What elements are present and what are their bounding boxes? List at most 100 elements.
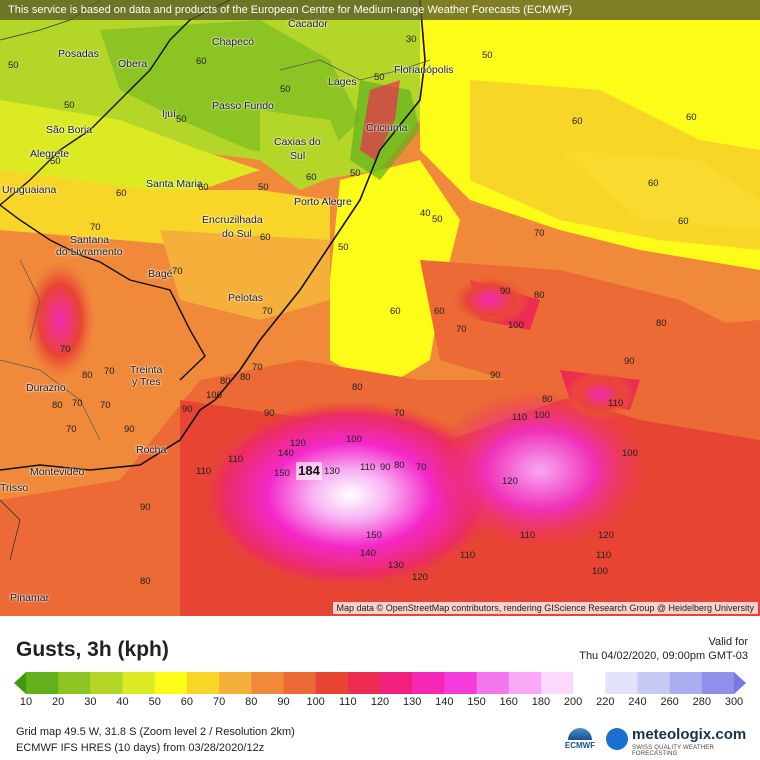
model-info: ECMWF IFS HRES (10 days) from 03/28/2020… [16,742,265,754]
city-label[interactable]: Chapecó [212,36,255,48]
scale-tick-label: 30 [84,696,97,708]
isoline-value: 110 [520,530,536,541]
isoline-value: 60 [686,112,697,123]
isoline-value: 100 [592,566,608,577]
city-label[interactable]: y Tres [132,376,161,388]
scale-tick-label: 110 [339,696,357,708]
city-label[interactable]: Trisso [0,482,29,494]
isoline-value: 100 [534,410,550,421]
scale-tick-label: 50 [148,696,161,708]
city-label[interactable]: do Sul [222,228,252,240]
city-label[interactable]: Ijuí [162,108,177,120]
scale-tick-label: 20 [52,696,65,708]
ecmwf-logo[interactable]: ECMWF [562,728,598,750]
city-label[interactable]: Santa Maria [146,178,203,190]
isoline-value: 100 [346,434,362,445]
isoline-value: 50 [350,168,361,179]
city-label[interactable]: Encruzilhada [202,214,263,226]
isoline-value: 40 [420,208,431,219]
scale-arrow-low [14,672,26,694]
isoline-value: 50 [338,242,349,253]
isoline-value: 90 [124,424,135,435]
scale-tick-label: 120 [370,696,390,708]
isoline-value: 50 [8,60,19,71]
scale-tick-label: 90 [277,696,290,708]
city-label[interactable]: Obera [118,58,148,70]
city-label[interactable]: São Borja [46,124,93,136]
isoline-value: 80 [394,460,405,471]
max-gust-marker[interactable]: 184 [296,462,322,480]
city-label[interactable]: Pinamar [10,592,50,604]
isoline-value: 50 [280,84,291,95]
isoline-value: 70 [60,344,71,355]
isoline-value: 50 [64,100,75,111]
city-label[interactable]: Bagé [148,268,173,280]
city-label[interactable]: Sul [290,150,306,162]
isoline-value: 70 [456,324,467,335]
isoline-value: 60 [434,306,445,317]
scale-tick-label: 260 [660,696,679,708]
isoline-value: 100 [508,320,524,331]
isoline-value: 140 [360,548,376,559]
city-label[interactable]: Lages [328,76,357,88]
city-label[interactable]: Cacador [288,18,328,30]
isoline-value: 50 [374,72,385,83]
scale-swatch [251,672,284,694]
color-scale-bar [14,672,746,694]
meteologix-name: meteologix.com [632,726,747,743]
city-label[interactable]: Alegrete [30,148,70,160]
scale-tick-label: 80 [245,696,258,708]
isoline-value: 110 [596,550,612,561]
city-label[interactable]: Santana [70,234,110,246]
meteologix-logo[interactable]: meteologix.com SWISS QUALITY WEATHER FOR… [606,726,752,757]
isoline-value: 70 [252,362,263,373]
isoline-value: 110 [228,454,244,465]
map-attribution[interactable]: Map data © OpenStreetMap contributors, r… [332,602,758,614]
scale-tick-label: 300 [724,696,744,708]
city-label[interactable]: do Livramento [56,246,123,258]
scale-swatch [122,672,156,694]
isoline-value: 80 [82,370,93,381]
city-label[interactable]: Rocha [136,444,167,456]
isoline-value: 90 [182,404,193,415]
scale-swatch [412,672,445,694]
scale-tick-label: 100 [306,696,325,708]
city-label[interactable]: Uruguaiana [2,184,57,196]
city-label[interactable]: Treinta [130,364,163,376]
city-label[interactable]: Porto Alegre [294,196,352,208]
isoline-value: 70 [172,266,183,277]
city-label[interactable]: Florianópolis [394,64,454,76]
isoline-value: 130 [388,560,404,571]
city-label[interactable]: Passo Fundo [212,100,274,112]
isoline-value: 80 [656,318,667,329]
isoline-value: 50 [432,214,443,225]
isoline-value: 120 [412,572,428,583]
scale-tick-label: 280 [692,696,711,708]
city-label[interactable]: Caxias do [274,136,321,148]
scale-arrow-high [734,672,746,694]
city-label[interactable]: Pelotas [228,292,264,304]
isoline-value: 120 [598,530,614,541]
isoline-value: 50 [50,156,61,167]
isoline-value: 80 [240,372,251,383]
isoline-value: 80 [220,376,231,387]
city-label[interactable]: Criciúma [366,122,408,134]
isoline-value: 70 [104,366,115,377]
ecmwf-logo-icon [568,728,592,740]
scale-swatch [186,672,220,694]
isoline-value: 50 [176,114,187,125]
city-label[interactable]: Durazno [26,382,66,394]
scale-tick-label: 240 [628,696,647,708]
forecast-map[interactable]: This service is based on data and produc… [0,0,760,616]
isoline-value: 50 [258,182,269,193]
isoline-value: 70 [72,398,83,409]
scale-tick-label: 60 [180,696,194,708]
scale-swatch [573,672,606,694]
scale-tick-label: 140 [435,696,454,708]
city-label[interactable]: Posadas [58,48,99,60]
scale-tick-label: 160 [499,696,518,708]
city-label[interactable]: Montevideo [30,466,85,478]
isoline-value: 60 [196,56,207,67]
scale-swatch [154,672,188,694]
isoline-value: 70 [416,462,427,473]
